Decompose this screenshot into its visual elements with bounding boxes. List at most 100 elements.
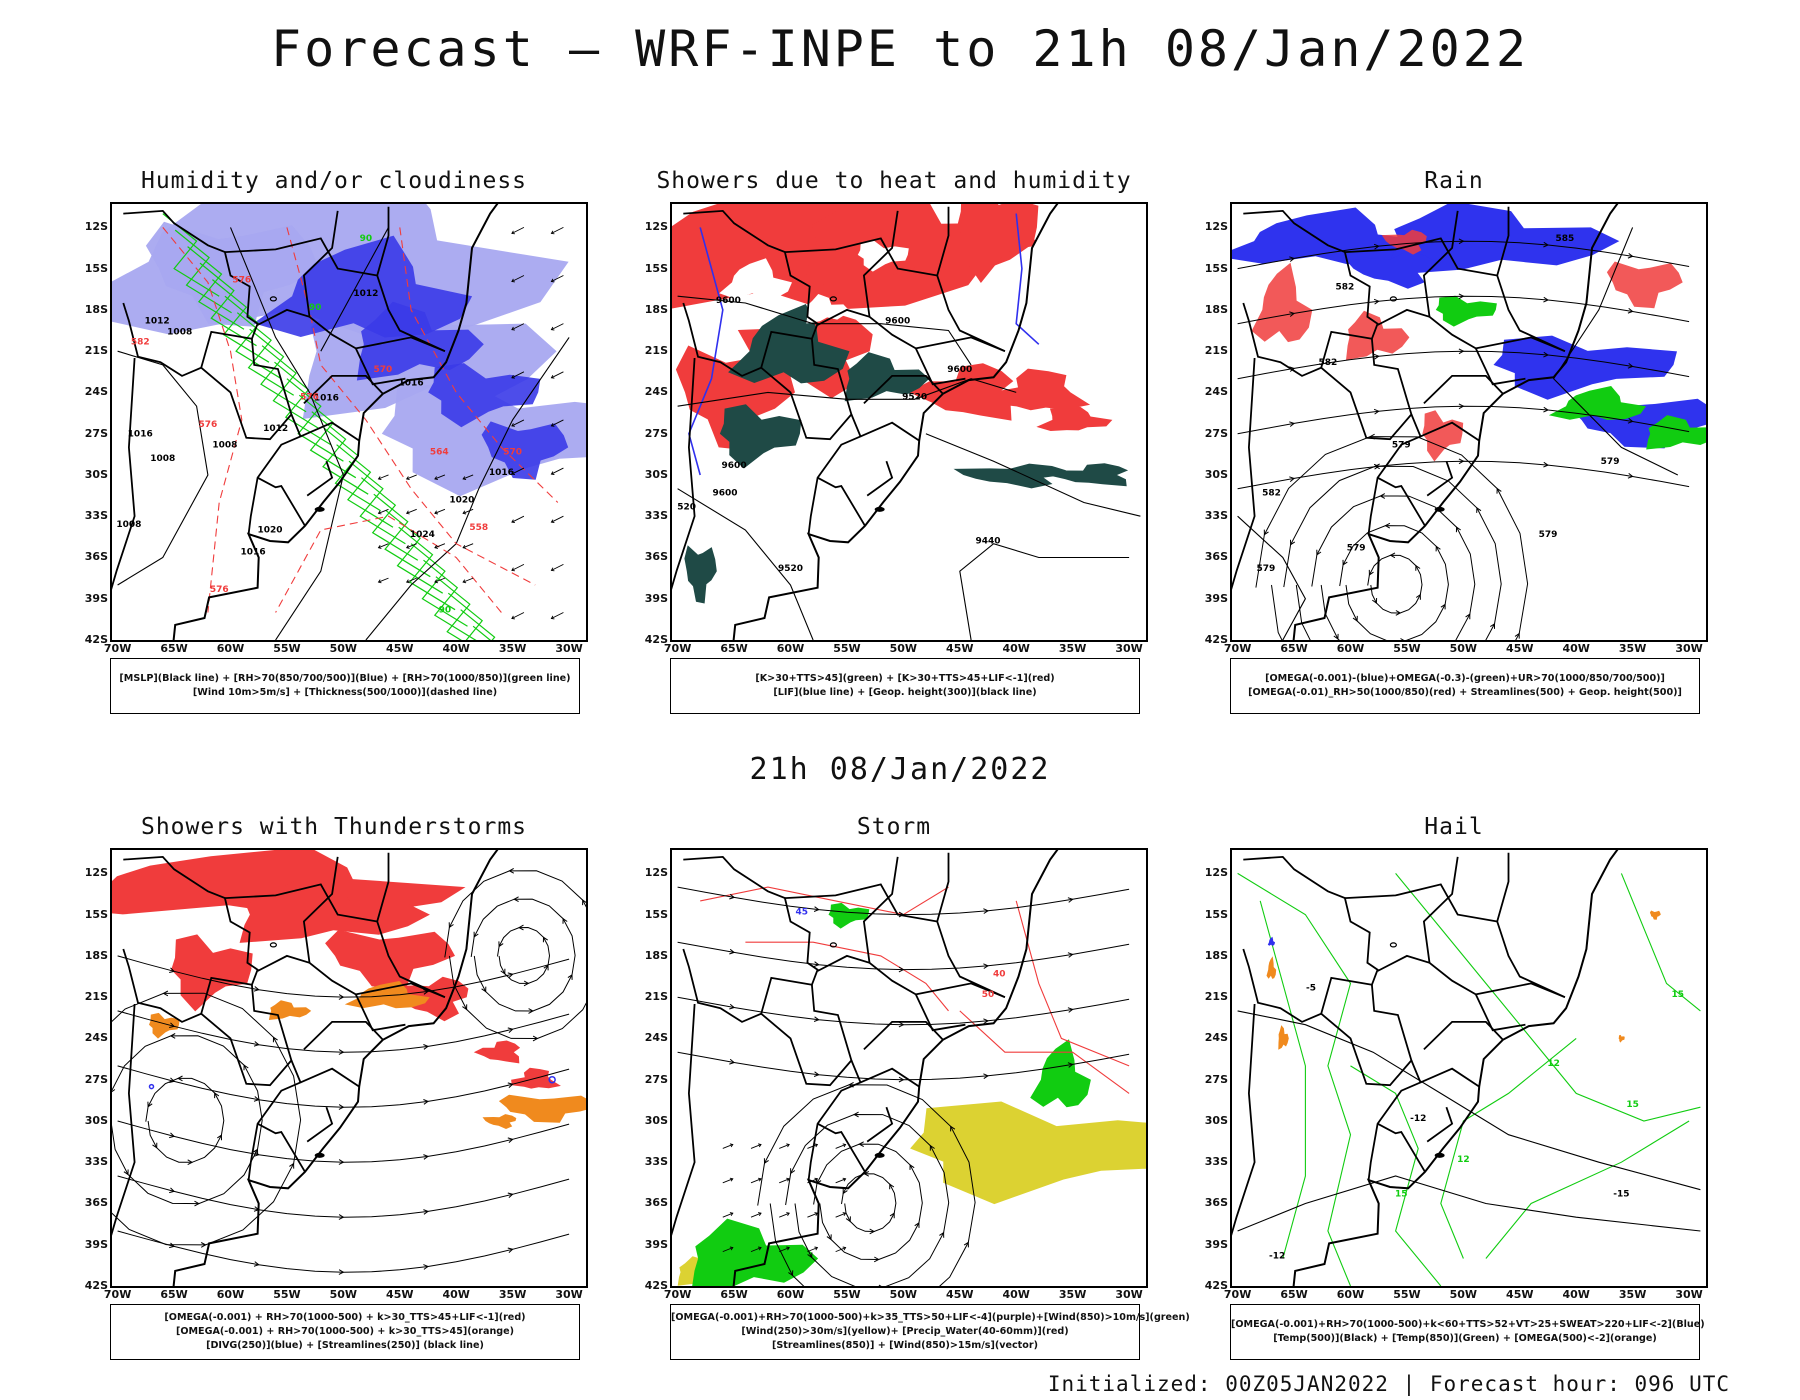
lon-tick-label: 40W (442, 642, 470, 655)
wind-vector (434, 508, 446, 514)
lon-tick-label: 45W (946, 642, 974, 655)
contour-line (117, 350, 209, 586)
contour-line (1485, 1120, 1690, 1259)
streamline-arrow (582, 899, 586, 906)
contour-line (1552, 227, 1679, 476)
streamline-arrow (983, 1073, 990, 1080)
wind-vector-head (377, 510, 382, 515)
state-border (1420, 421, 1480, 442)
lon-tick-label: 30W (555, 642, 583, 655)
wind-vector-head (550, 423, 555, 427)
streamline-arrow (507, 1247, 514, 1253)
contour-line (1395, 873, 1701, 1122)
contour-label: 12 (1457, 1155, 1470, 1165)
wind-vector (511, 323, 525, 331)
map-frame[interactable]: 585 582 582 579 579 582 579 579 579 (1230, 202, 1708, 642)
streamline-arrow (963, 1241, 969, 1248)
contour-line (677, 295, 972, 366)
lon-tick-label: 50W (1449, 1288, 1478, 1301)
lon-tick-label: 45W (386, 1288, 414, 1301)
wind-vector-head (550, 278, 555, 283)
lat-tick-label: 30S (644, 467, 668, 481)
wind-vector (378, 508, 389, 514)
streamline-arrow (1543, 296, 1550, 303)
streamline (112, 992, 302, 1246)
streamline-arrow (518, 924, 524, 931)
panel-storm[interactable]: Storm 40 50 45 12S 15S 18S 21S 24S 27S 30S 33S 36S 39… (614, 814, 1190, 1374)
wind-vector (779, 1178, 790, 1184)
state-border (862, 210, 899, 317)
instability-green-area (684, 545, 717, 604)
state-border (1423, 375, 1504, 405)
state-border (936, 921, 1006, 999)
lon-tick-label: 70W (663, 1288, 692, 1301)
streamline-arrow (853, 1111, 859, 1118)
contour-label: 582 (131, 337, 150, 347)
lat-tick-label: 33S (84, 1155, 108, 1169)
rh-green-line (348, 460, 406, 545)
map-frame[interactable] (110, 848, 588, 1288)
jet-yellow-area (677, 1101, 1146, 1286)
wind-vector (511, 563, 525, 571)
contour-line (320, 227, 389, 352)
lat-tick-label: 42S (1204, 633, 1228, 646)
wind-vector-head (786, 1143, 790, 1148)
state-border (1232, 357, 1256, 590)
contour-label: 9600 (947, 365, 972, 375)
lon-tick-label: 60W (1336, 1288, 1365, 1301)
legend-line: [Temp(500)](Black) + [Temp(850)](Green) … (1273, 1333, 1657, 1344)
legend-line: [OMEGA(-0.001) + RH>70(1000-500) + k>30_… (175, 1326, 515, 1337)
state-border (355, 336, 446, 353)
streamline-arrow (729, 893, 736, 900)
panel-rain[interactable]: Rain 585 582 582 579 579 582 579 579 579 12S 15S 18S… (1174, 168, 1734, 728)
streamline (677, 941, 1130, 971)
wind-vector (551, 467, 564, 475)
lon-tick-label: 30W (1675, 1288, 1703, 1301)
map-frame[interactable]: 40 50 45 (670, 848, 1148, 1288)
panel-showers[interactable]: Showers due to heat and humidity 9600 9600… (614, 168, 1174, 728)
streamline (117, 1230, 570, 1273)
state-border (915, 336, 1006, 353)
panel-thunder[interactable]: Showers with Thunderstorms 12S 15S 18S 21S 24… (54, 814, 614, 1374)
omega-green-area (1435, 295, 1497, 327)
state-border (863, 1021, 944, 1051)
contour-label: 582 (1262, 489, 1281, 499)
wind-vector-head (377, 476, 382, 481)
map-frame[interactable]: 1012 1016 1016 1012 1008 1020 1024 1020 1016 1012… (110, 202, 588, 642)
wind-vector (750, 1247, 762, 1253)
wind-vector (722, 1212, 733, 1218)
hail-blue-area (1267, 936, 1275, 946)
lat-tick-label: 36S (84, 550, 108, 564)
contour-label: 90 (309, 303, 322, 313)
contour-label: 585 (1556, 234, 1575, 244)
panel-humidity[interactable]: Humidity and/or cloudiness 1012 1016 1016 10… (54, 168, 614, 728)
state-border (200, 984, 293, 1087)
map-frame[interactable]: 9600 9600 9600 9520 9600 9600 9440 9520 520 (670, 202, 1148, 642)
lat-tick-label: 21S (1204, 344, 1228, 358)
map-frame[interactable]: -5 -12 -15 -12 15 12 15 12 15 (1230, 848, 1708, 1288)
panel-hail[interactable]: Hail -5 -12 -15 -12 15 12 15 12 15 12S 15S 18S 21S 24S… (1174, 814, 1734, 1374)
streamline-arrow (217, 1134, 222, 1141)
contour-label: 576 (199, 420, 218, 430)
streamline-arrow (528, 1008, 534, 1014)
streamline-arrow (1400, 638, 1405, 640)
divergence-marker (548, 1075, 556, 1084)
omega-green-area (1548, 386, 1646, 420)
streamline-arrow (889, 1183, 895, 1190)
state-border (1496, 921, 1566, 999)
streamline-arrow (562, 917, 568, 924)
wind-vector (378, 543, 389, 549)
lon-tick-label: 55W (833, 1288, 861, 1301)
lat-tick-label: 18S (644, 302, 668, 316)
contour-label: 12 (1547, 1059, 1560, 1069)
streamline-arrow (1368, 569, 1374, 576)
panel-legend: [OMEGA(-0.001)-(blue)+OMEGA(-0.3)-(green… (1230, 658, 1700, 714)
lon-tick-label: 70W (1223, 1288, 1252, 1301)
wind-vector-head (550, 374, 555, 379)
map-canvas: 585 582 582 579 579 582 579 579 579 (1232, 204, 1706, 640)
wind-vector-head (511, 567, 515, 572)
lat-tick-label: 21S (644, 344, 668, 358)
state-border (1422, 210, 1459, 317)
wind-vector-head (814, 1143, 819, 1148)
lat-tick-label: 21S (644, 990, 668, 1004)
